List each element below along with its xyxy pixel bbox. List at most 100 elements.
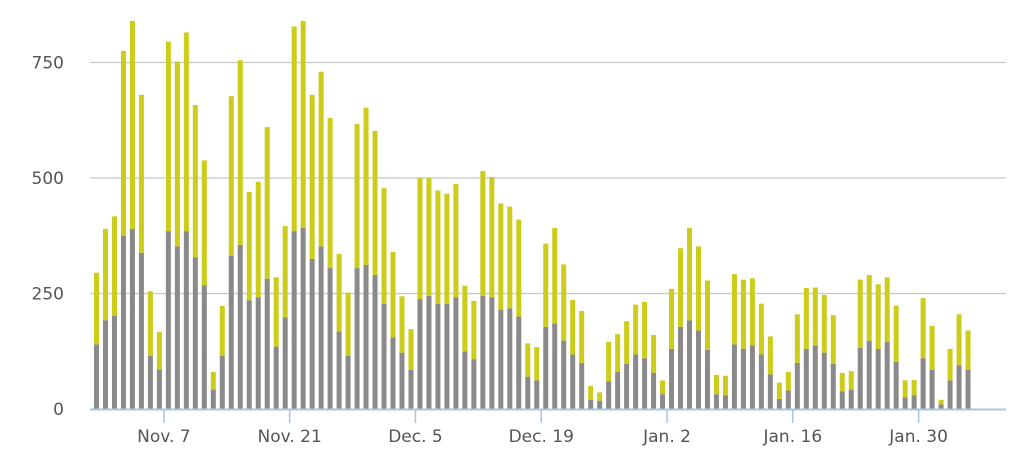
bar-upper-segment <box>237 60 243 245</box>
x-tick-label: Jan. 30 <box>888 427 948 447</box>
bar-lower-segment <box>489 297 495 409</box>
bar-upper-segment <box>543 243 549 327</box>
bar-upper-segment <box>453 184 459 298</box>
bar-upper-segment <box>273 277 279 347</box>
bar-lower-segment <box>435 303 441 409</box>
bar-lower-segment <box>327 268 333 409</box>
bar-upper-segment <box>884 277 890 343</box>
bar-upper-segment <box>552 227 558 324</box>
bar-lower-segment <box>345 355 351 409</box>
bar-lower-segment <box>102 320 108 409</box>
bar-lower-segment <box>255 297 261 409</box>
bar-upper-segment <box>408 329 414 370</box>
bar-upper-segment <box>183 32 189 232</box>
bar-upper-segment <box>228 96 234 256</box>
bar-upper-segment <box>740 279 746 349</box>
bar-lower-segment <box>282 317 288 409</box>
bar-lower-segment <box>507 308 513 409</box>
bar-lower-segment <box>138 252 144 409</box>
bar-lower-segment <box>525 376 531 409</box>
bar-lower-segment <box>129 228 135 409</box>
bar-upper-segment <box>651 335 657 373</box>
y-tick-label: 750 <box>32 54 64 74</box>
bar-lower-segment <box>264 278 270 409</box>
bar-upper-segment <box>534 347 540 381</box>
bar-lower-segment <box>821 352 827 409</box>
bar-upper-segment <box>669 288 675 349</box>
bar-lower-segment <box>318 246 324 409</box>
bar-upper-segment <box>713 374 719 395</box>
bar-upper-segment <box>309 94 315 259</box>
bar-lower-segment <box>417 299 423 409</box>
bar-lower-segment <box>570 354 576 409</box>
bar-lower-segment <box>561 340 567 409</box>
bar-lower-segment <box>740 348 746 409</box>
bar-lower-segment <box>552 323 558 409</box>
bar-upper-segment <box>606 342 612 382</box>
bar-lower-segment <box>363 264 369 409</box>
x-tick-label: Nov. 7 <box>137 427 190 447</box>
bar-lower-segment <box>309 258 315 409</box>
bar-upper-segment <box>821 294 827 353</box>
bar-upper-segment <box>839 372 845 392</box>
bar-lower-segment <box>579 362 585 409</box>
bar-upper-segment <box>165 41 171 232</box>
bar-lower-segment <box>336 331 342 409</box>
bar-upper-segment <box>282 226 288 318</box>
bar-lower-segment <box>651 372 657 409</box>
bar-lower-segment <box>687 320 693 409</box>
bar-upper-segment <box>776 382 782 399</box>
bar-upper-segment <box>731 274 737 345</box>
bar-upper-segment <box>803 287 809 349</box>
bar-upper-segment <box>866 275 872 341</box>
bar-upper-segment <box>875 284 881 349</box>
bar-lower-segment <box>237 244 243 409</box>
bar-lower-segment <box>165 231 171 409</box>
bar-upper-segment <box>498 203 504 310</box>
bar-upper-segment <box>210 372 216 390</box>
bar-lower-segment <box>866 340 872 409</box>
bar-lower-segment <box>453 297 459 409</box>
bar-lower-segment <box>300 227 306 409</box>
bar-lower-segment <box>776 398 782 409</box>
bar-upper-segment <box>911 379 917 396</box>
bar-lower-segment <box>704 349 710 409</box>
bar-lower-segment <box>543 326 549 409</box>
bar-lower-segment <box>246 300 252 409</box>
bar-lower-segment <box>624 363 630 409</box>
bar-lower-segment <box>183 231 189 409</box>
bar-lower-segment <box>606 381 612 409</box>
bar-upper-segment <box>758 303 764 355</box>
bar-upper-segment <box>120 50 126 236</box>
bar-lower-segment <box>785 390 791 409</box>
bar-lower-segment <box>669 348 675 409</box>
bar-lower-segment <box>857 348 863 409</box>
bar-upper-segment <box>354 123 360 269</box>
bar-lower-segment <box>660 394 666 409</box>
bar-lower-segment <box>399 352 405 409</box>
bar-upper-segment <box>480 171 486 296</box>
bar-upper-segment <box>264 127 270 279</box>
bar-lower-segment <box>201 285 207 409</box>
x-tick-label: Jan. 2 <box>642 427 691 447</box>
bar-lower-segment <box>758 354 764 409</box>
bar-lower-segment <box>839 391 845 409</box>
bar-lower-segment <box>803 348 809 409</box>
bar-lower-segment <box>444 303 450 409</box>
bar-upper-segment <box>192 105 198 258</box>
bar-upper-segment <box>956 314 962 366</box>
bar-upper-segment <box>785 372 791 391</box>
bar-upper-segment <box>588 385 594 400</box>
bar-lower-segment <box>156 369 162 409</box>
bar-upper-segment <box>678 248 684 327</box>
bar-upper-segment <box>300 20 306 228</box>
bar-lower-segment <box>120 235 126 409</box>
bar-lower-segment <box>642 358 648 409</box>
bar-lower-segment <box>498 309 504 409</box>
bar-upper-segment <box>749 278 755 346</box>
bar-lower-segment <box>219 355 225 409</box>
bar-upper-segment <box>246 191 252 301</box>
bars <box>94 20 971 409</box>
bar-lower-segment <box>929 369 935 409</box>
